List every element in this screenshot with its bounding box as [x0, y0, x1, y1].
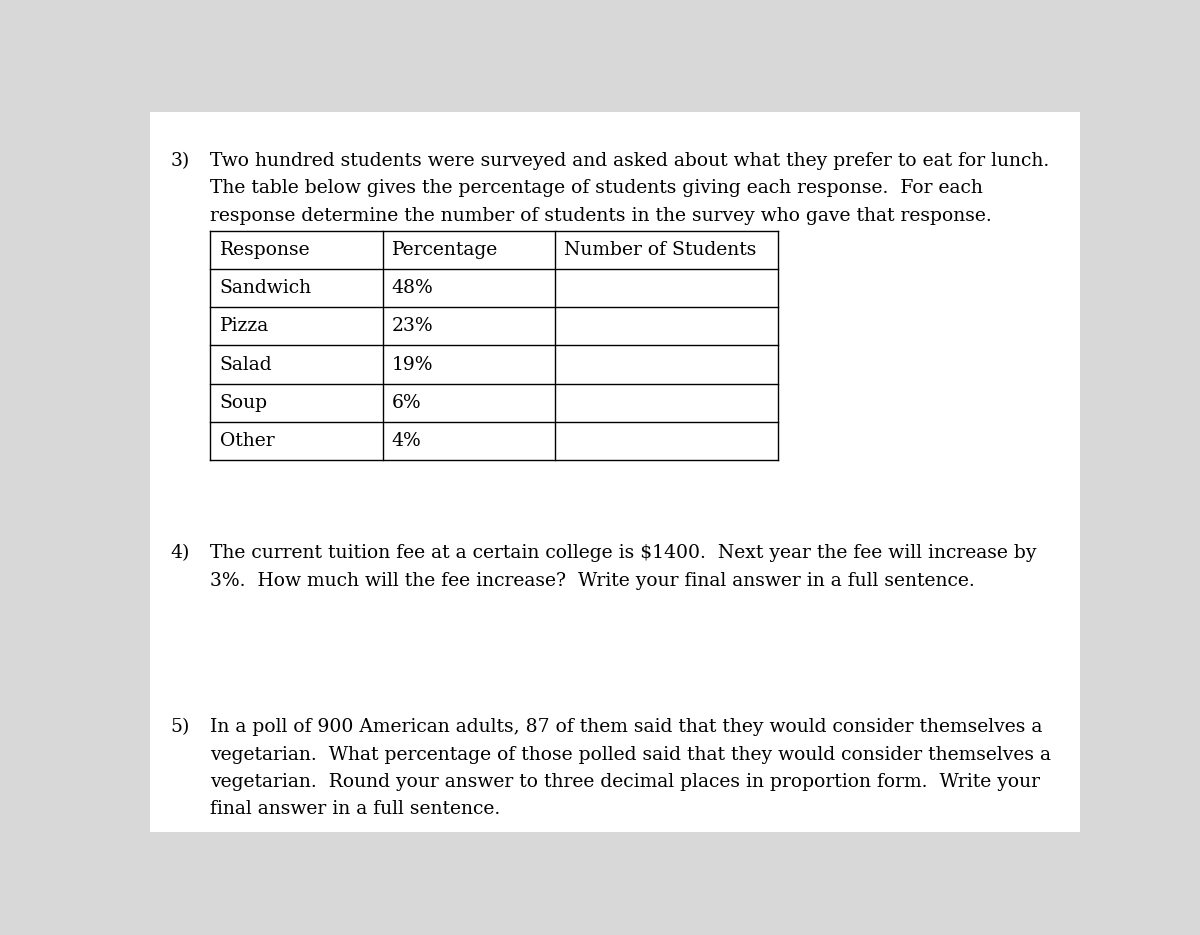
Text: In a poll of 900 American adults, 87 of them said that they would consider thems: In a poll of 900 American adults, 87 of …	[210, 718, 1043, 737]
Text: Two hundred students were surveyed and asked about what they prefer to eat for l: Two hundred students were surveyed and a…	[210, 151, 1050, 170]
Text: 48%: 48%	[391, 280, 433, 297]
Text: 4): 4)	[170, 544, 190, 562]
Text: 3%.  How much will the fee increase?  Write your final answer in a full sentence: 3%. How much will the fee increase? Writ…	[210, 571, 976, 590]
Text: The current tuition fee at a certain college is $1400.  Next year the fee will i: The current tuition fee at a certain col…	[210, 544, 1037, 562]
Text: vegetarian.  Round your answer to three decimal places in proportion form.  Writ: vegetarian. Round your answer to three d…	[210, 773, 1040, 791]
Text: 4%: 4%	[391, 432, 421, 450]
Text: The table below gives the percentage of students giving each response.  For each: The table below gives the percentage of …	[210, 180, 983, 197]
Text: final answer in a full sentence.: final answer in a full sentence.	[210, 800, 500, 818]
Text: Percentage: Percentage	[391, 241, 498, 259]
Text: Response: Response	[220, 241, 311, 259]
Text: 23%: 23%	[391, 317, 433, 336]
Text: 5): 5)	[170, 718, 190, 737]
Text: Salad: Salad	[220, 355, 272, 374]
Text: 6%: 6%	[391, 394, 421, 411]
Text: 3): 3)	[170, 151, 190, 170]
Text: 19%: 19%	[391, 355, 433, 374]
Text: Soup: Soup	[220, 394, 268, 411]
Text: Sandwich: Sandwich	[220, 280, 312, 297]
Text: vegetarian.  What percentage of those polled said that they would consider thems: vegetarian. What percentage of those pol…	[210, 746, 1051, 764]
Text: Other: Other	[220, 432, 275, 450]
Text: Number of Students: Number of Students	[564, 241, 756, 259]
Text: response determine the number of students in the survey who gave that response.: response determine the number of student…	[210, 207, 992, 224]
Text: Pizza: Pizza	[220, 317, 269, 336]
